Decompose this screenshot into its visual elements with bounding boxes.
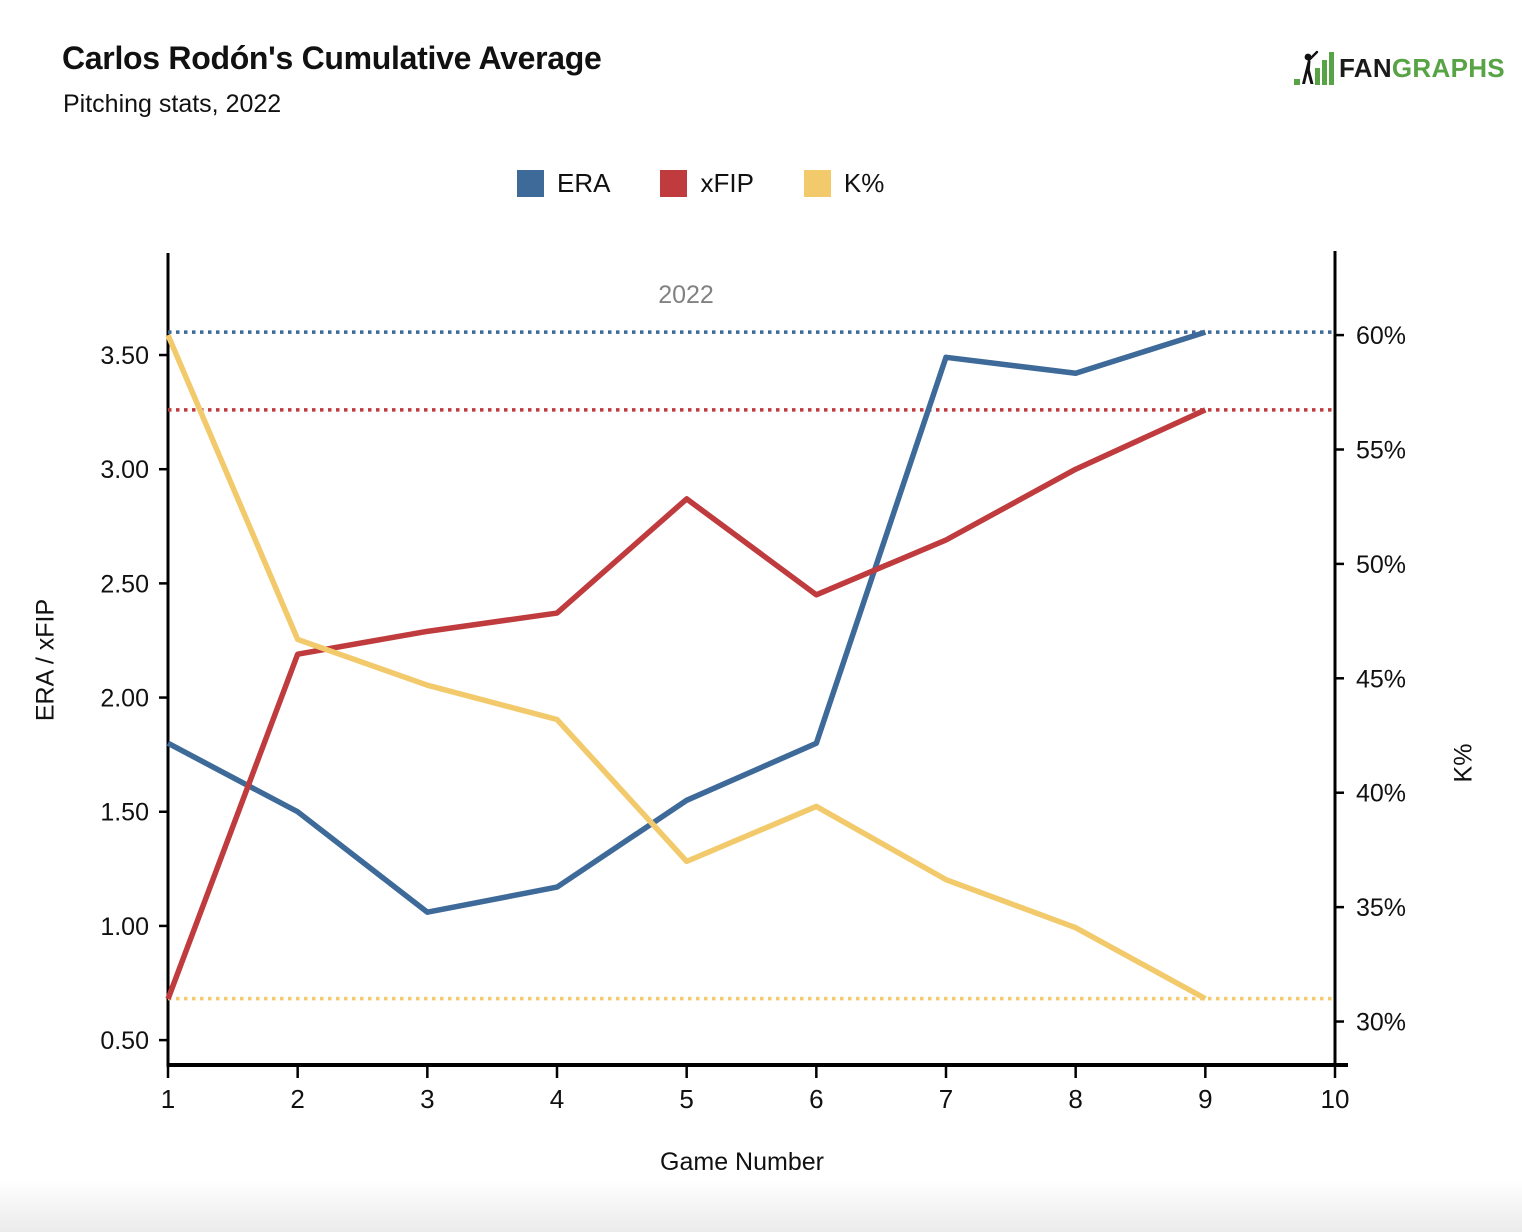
era-legend-label: ERA xyxy=(557,168,611,198)
logo-graphs-text: GRAPHS xyxy=(1391,52,1505,83)
x-axis-tick-label: 7 xyxy=(939,1084,953,1114)
right-axis-tick-label: 30% xyxy=(1356,1009,1406,1037)
era-line xyxy=(166,329,1207,915)
x-axis-tick-label: 10 xyxy=(1321,1084,1350,1114)
kpct-legend-label: K% xyxy=(843,168,885,198)
right-axis-tick-label: 40% xyxy=(1356,780,1406,808)
fangraphs-logo-icon xyxy=(1294,50,1334,85)
x-axis-tick-label: 9 xyxy=(1198,1084,1212,1114)
x-axis-tick-label: 6 xyxy=(809,1084,823,1114)
fangraphs-logo: FANGRAPHS xyxy=(1293,50,1505,86)
x-axis-tick-label: 5 xyxy=(679,1084,693,1114)
left-axis-tick-label: 1.00 xyxy=(100,913,149,941)
logo-fan-text: FAN xyxy=(1339,52,1392,83)
year-annotation: 2022 xyxy=(658,281,714,309)
xfip-line xyxy=(165,407,1207,1000)
left-axis-tick-label: 2.50 xyxy=(100,570,149,598)
right-axis-title: K% xyxy=(1449,743,1478,783)
kpct-line xyxy=(165,334,1207,1002)
right-axis-tick-label: 50% xyxy=(1356,551,1406,579)
chart-legend: ERA xFIP K% xyxy=(517,168,934,199)
right-axis-tick-label: 55% xyxy=(1356,436,1406,464)
left-axis-tick-label: 1.50 xyxy=(100,799,149,827)
x-axis-tick-label: 4 xyxy=(550,1084,564,1114)
era-swatch xyxy=(517,170,544,197)
x-axis-tick-label: 2 xyxy=(290,1084,304,1114)
chart-title: Carlos Rodón's Cumulative Average xyxy=(62,40,602,76)
chart-subtitle: Pitching stats, 2022 xyxy=(63,90,282,118)
xfip-swatch xyxy=(660,170,688,197)
legend-item-xfip: xFIP xyxy=(660,168,754,199)
x-axis-tick-label: 8 xyxy=(1068,1084,1082,1114)
x-axis-title: Game Number xyxy=(660,1148,824,1176)
footer-gradient xyxy=(0,1180,1522,1232)
left-axis-tick-label: 3.00 xyxy=(100,456,149,484)
legend-item-kpct: K% xyxy=(803,168,885,199)
left-axis-tick-label: 0.50 xyxy=(100,1027,149,1055)
x-axis-tick-label: 1 xyxy=(161,1084,175,1114)
x-axis-tick-label: 3 xyxy=(420,1084,434,1114)
right-axis-tick-label: 35% xyxy=(1356,894,1406,922)
xfip-legend-label: xFIP xyxy=(700,168,754,198)
left-axis-title: ERA / xFIP xyxy=(31,598,60,722)
kpct-swatch xyxy=(803,170,831,197)
right-axis-tick-label: 60% xyxy=(1356,322,1406,350)
left-axis-tick-label: 3.50 xyxy=(100,342,149,370)
left-axis-tick-label: 2.00 xyxy=(100,685,149,713)
right-axis-tick-label: 45% xyxy=(1356,665,1406,693)
legend-item-era: ERA xyxy=(517,168,610,199)
